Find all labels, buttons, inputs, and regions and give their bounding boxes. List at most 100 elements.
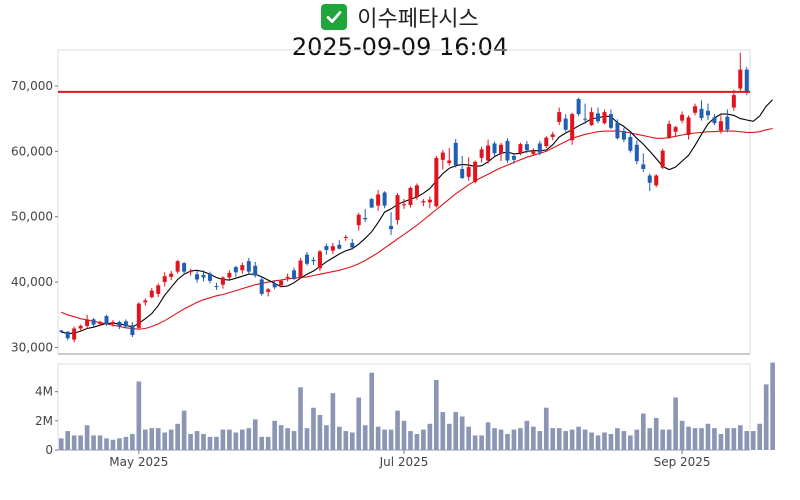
candle-body (162, 276, 167, 283)
volume-bar (421, 429, 426, 450)
candle-body (518, 144, 523, 154)
volume-bar (401, 420, 407, 450)
candle-body (680, 114, 685, 121)
chart-datetime: 2025-09-09 16:04 (291, 33, 509, 61)
candle-body (382, 192, 387, 206)
candle-body (660, 150, 665, 168)
candle-body (311, 259, 316, 262)
ma5-line (61, 99, 773, 335)
candle-body (440, 152, 445, 160)
candle-body (511, 155, 516, 160)
volume-bar (272, 420, 277, 450)
volume-bar (589, 432, 594, 450)
candle-body (634, 144, 639, 162)
volume-bar (427, 423, 433, 450)
volume-bar (181, 410, 187, 450)
volume-bar (97, 435, 103, 450)
candle-body (699, 108, 704, 118)
candle-body (65, 331, 70, 339)
price-tick-label: 40,000 (11, 275, 53, 289)
page-title: 이수페타시스 (357, 7, 479, 32)
volume-bar (58, 438, 64, 450)
volume-bar (233, 432, 239, 450)
candle-body (233, 267, 238, 273)
candle-body (337, 244, 342, 249)
candle-body (557, 112, 562, 122)
volume-bar (763, 384, 769, 450)
volume-bar (149, 428, 155, 450)
candle-body (537, 143, 542, 153)
volume-bar (446, 423, 452, 450)
candle-body (718, 121, 723, 131)
candle-body (447, 160, 452, 164)
volume-bar (265, 436, 271, 450)
candle-body (253, 265, 258, 276)
date-tick-label: Sep 2025 (654, 455, 711, 469)
candle-body (259, 279, 264, 294)
candle-body (421, 201, 426, 203)
volume-bar (239, 429, 245, 450)
candle-body (279, 280, 284, 286)
price-panel: 30,000 40,000 50,000 60,000 70,000 (11, 49, 773, 355)
candle-body (544, 137, 549, 147)
volume-bar (647, 428, 653, 450)
volume-bar (640, 413, 646, 450)
volume-bar (291, 431, 297, 450)
candle-body (389, 225, 394, 230)
candle-body (654, 175, 659, 186)
candle-body (667, 123, 672, 138)
candle-body (486, 145, 491, 161)
volume-bar (123, 436, 129, 450)
candle-body (460, 168, 465, 179)
volume-bar (220, 429, 226, 450)
volume-bar (227, 429, 232, 450)
candle-body (524, 144, 529, 151)
volume-bar (653, 417, 659, 450)
candle-body (104, 316, 109, 324)
candle-body (576, 99, 581, 115)
candle-body (589, 112, 594, 126)
candle-body (220, 277, 225, 285)
candle-body (712, 117, 717, 124)
candle-body (72, 328, 77, 340)
volume-bar (330, 393, 336, 450)
volume-bar (725, 428, 730, 450)
price-tick-label: 70,000 (11, 79, 53, 93)
volume-bar (84, 425, 90, 450)
volume-bar (194, 431, 200, 450)
candle-body (123, 321, 128, 327)
volume-bar (692, 428, 698, 450)
title-row: 이수페타시스 (0, 2, 800, 32)
volume-bar (602, 432, 607, 450)
candle-body (175, 261, 180, 272)
candle-body (59, 330, 64, 332)
candle-body (376, 194, 381, 206)
candle-body (246, 261, 251, 272)
candle-body (324, 246, 329, 251)
candle-body (317, 251, 322, 269)
candle-body (363, 218, 368, 220)
volume-bar (686, 426, 691, 450)
volume-bar (362, 425, 368, 450)
volume-bar (563, 431, 569, 450)
candle-body (169, 273, 174, 277)
volume-bar (304, 428, 310, 450)
candle-body (78, 325, 83, 329)
volume-bar (252, 419, 258, 450)
volume-bar (485, 422, 491, 450)
volume-bar (356, 397, 362, 450)
volume-bar (388, 429, 394, 450)
candle-body (673, 127, 678, 132)
candle-body (628, 136, 633, 151)
volume-bar (492, 428, 497, 450)
candle-body (156, 285, 161, 294)
price-tick-label: 50,000 (11, 210, 53, 224)
volume-bar (414, 433, 420, 450)
candle-body (738, 69, 743, 89)
candle-body (143, 300, 148, 303)
volume-tick-label: 4M (35, 385, 53, 399)
volume-bar (285, 428, 290, 450)
volume-bar (537, 431, 543, 450)
candle-body (356, 214, 361, 226)
